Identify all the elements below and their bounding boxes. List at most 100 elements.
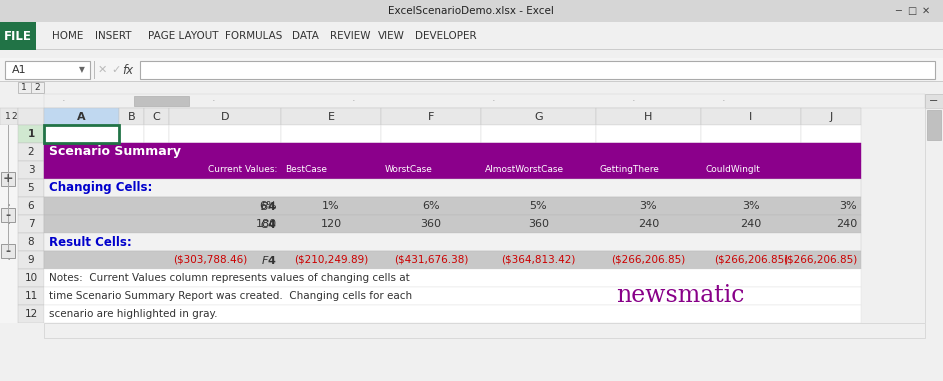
Text: ·: · bbox=[7, 253, 11, 267]
Bar bbox=[0, 125, 18, 143]
Text: 3%: 3% bbox=[839, 201, 857, 211]
Bar bbox=[169, 108, 281, 125]
Text: FORMULAS: FORMULAS bbox=[225, 31, 282, 41]
Text: 1%: 1% bbox=[323, 201, 339, 211]
Bar bbox=[44, 269, 861, 287]
Bar bbox=[0, 179, 18, 197]
Text: FILE: FILE bbox=[4, 29, 32, 43]
Text: $B$4: $B$4 bbox=[260, 200, 277, 212]
Text: ✕: ✕ bbox=[922, 6, 930, 16]
Bar bbox=[18, 269, 44, 287]
Bar bbox=[0, 251, 18, 269]
Text: ($303,788.46): ($303,788.46) bbox=[173, 255, 247, 265]
Bar bbox=[925, 108, 943, 323]
Bar bbox=[18, 161, 44, 179]
Text: H: H bbox=[644, 112, 653, 122]
Text: 360: 360 bbox=[421, 219, 441, 229]
Text: ·: · bbox=[492, 96, 496, 106]
Text: $F$4: $F$4 bbox=[261, 254, 277, 266]
Text: −: − bbox=[929, 96, 938, 106]
Text: DATA: DATA bbox=[292, 31, 319, 41]
Bar bbox=[0, 108, 18, 125]
Text: 180: 180 bbox=[256, 219, 277, 229]
Text: ✓: ✓ bbox=[111, 65, 121, 75]
Text: REVIEW: REVIEW bbox=[330, 31, 371, 41]
Text: ($364,813.42): ($364,813.42) bbox=[502, 255, 575, 265]
Text: 240: 240 bbox=[740, 219, 762, 229]
Text: ($266,206.85): ($266,206.85) bbox=[714, 255, 788, 265]
Text: ✕: ✕ bbox=[97, 65, 107, 75]
Text: Result Cells:: Result Cells: bbox=[49, 235, 132, 248]
Text: J: J bbox=[830, 112, 833, 122]
Bar bbox=[144, 125, 169, 143]
Bar bbox=[596, 108, 701, 125]
Text: GettingThere: GettingThere bbox=[600, 165, 660, 174]
Bar bbox=[0, 215, 18, 233]
Text: G: G bbox=[534, 112, 543, 122]
Bar bbox=[18, 305, 44, 323]
Text: 3%: 3% bbox=[639, 201, 657, 211]
Bar bbox=[0, 22, 943, 50]
Bar bbox=[381, 125, 481, 143]
Bar bbox=[134, 96, 189, 106]
Bar bbox=[1, 172, 15, 186]
Text: 12: 12 bbox=[25, 309, 38, 319]
Bar bbox=[44, 197, 861, 215]
Text: ·: · bbox=[212, 96, 216, 106]
Text: +: + bbox=[3, 173, 13, 186]
Bar bbox=[481, 125, 596, 143]
Text: Changing Cells:: Changing Cells: bbox=[49, 181, 153, 194]
Text: ·: · bbox=[722, 96, 726, 106]
Bar bbox=[925, 94, 943, 108]
Text: ($431,676.38): ($431,676.38) bbox=[394, 255, 468, 265]
Bar bbox=[18, 125, 44, 143]
Text: Notes:  Current Values column represents values of changing cells at: Notes: Current Values column represents … bbox=[49, 273, 410, 283]
Bar bbox=[44, 108, 119, 125]
Text: PAGE LAYOUT: PAGE LAYOUT bbox=[148, 31, 219, 41]
Text: scenario are highlighted in gray.: scenario are highlighted in gray. bbox=[49, 309, 218, 319]
Bar bbox=[0, 22, 36, 50]
Text: 360: 360 bbox=[528, 219, 549, 229]
Bar bbox=[44, 215, 861, 233]
Text: E: E bbox=[327, 112, 335, 122]
Bar bbox=[18, 82, 31, 93]
Bar bbox=[18, 197, 44, 215]
Bar bbox=[281, 108, 381, 125]
Bar bbox=[94, 61, 95, 79]
Bar bbox=[701, 125, 801, 143]
Bar bbox=[44, 287, 861, 305]
Bar bbox=[281, 125, 381, 143]
Text: −: − bbox=[929, 96, 938, 106]
Text: 6%: 6% bbox=[422, 201, 439, 211]
Bar bbox=[169, 125, 281, 143]
Bar bbox=[0, 233, 18, 251]
Text: A1: A1 bbox=[12, 65, 26, 75]
Text: 8: 8 bbox=[27, 237, 34, 247]
Text: CouldWingIt: CouldWingIt bbox=[705, 165, 760, 174]
Text: time Scenario Summary Report was created.  Changing cells for each: time Scenario Summary Report was created… bbox=[49, 291, 412, 301]
Text: F: F bbox=[428, 112, 434, 122]
Bar bbox=[44, 125, 119, 143]
Text: 7: 7 bbox=[27, 219, 34, 229]
Text: 240: 240 bbox=[637, 219, 659, 229]
Text: -: - bbox=[6, 245, 10, 258]
Text: I: I bbox=[750, 112, 753, 122]
Text: 5: 5 bbox=[27, 183, 34, 193]
Bar bbox=[0, 305, 18, 323]
Bar bbox=[31, 82, 44, 93]
Text: 240: 240 bbox=[835, 219, 857, 229]
Bar bbox=[144, 108, 169, 125]
Text: AlmostWorstCase: AlmostWorstCase bbox=[485, 165, 564, 174]
Bar bbox=[18, 287, 44, 305]
Text: 1: 1 bbox=[5, 112, 10, 121]
Bar bbox=[481, 108, 596, 125]
Text: ·: · bbox=[7, 217, 11, 231]
Bar bbox=[18, 251, 44, 269]
Bar bbox=[44, 251, 861, 269]
Bar bbox=[119, 108, 144, 125]
Text: 2: 2 bbox=[27, 147, 34, 157]
Bar bbox=[596, 125, 701, 143]
Text: ($210,249.89): ($210,249.89) bbox=[294, 255, 368, 265]
Text: B: B bbox=[127, 112, 135, 122]
Bar bbox=[0, 287, 18, 305]
